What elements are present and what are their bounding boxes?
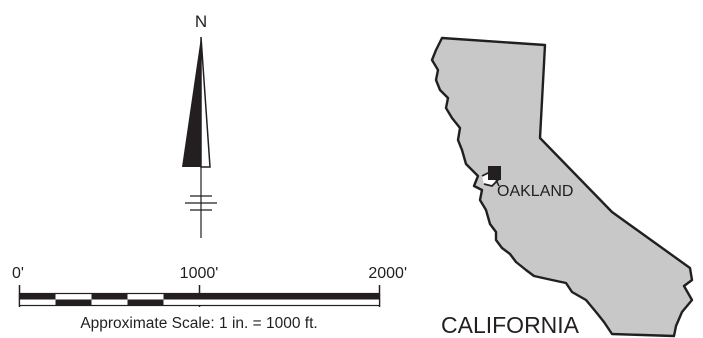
scale-segment [127, 299, 164, 306]
north-arrow-solid-half [182, 37, 201, 167]
scale-segment [163, 293, 200, 300]
scale-tick-label: 0' [12, 265, 24, 282]
scale-bar: 0' 1000' 2000' Approximate Scale: 1 in. … [12, 265, 407, 332]
scale-segment [55, 299, 92, 306]
california-map: OAKLAND CALIFORNIA [430, 36, 694, 338]
california-shape [430, 36, 694, 338]
scale-segment [91, 293, 128, 300]
scale-segment [199, 293, 380, 300]
scale-segment [19, 293, 56, 300]
scale-tick-label: 2000' [368, 265, 407, 282]
scale-tick-label: 1000' [180, 265, 219, 282]
state-label: CALIFORNIA [441, 312, 580, 338]
city-label: OAKLAND [497, 183, 573, 200]
north-arrow: N [182, 12, 217, 238]
oakland-marker [488, 166, 501, 180]
oakland-leader-line [495, 179, 500, 187]
north-label: N [195, 12, 207, 31]
scale-caption: Approximate Scale: 1 in. = 1000 ft. [80, 315, 317, 332]
north-arrow-hollow-half [200, 36, 211, 168]
